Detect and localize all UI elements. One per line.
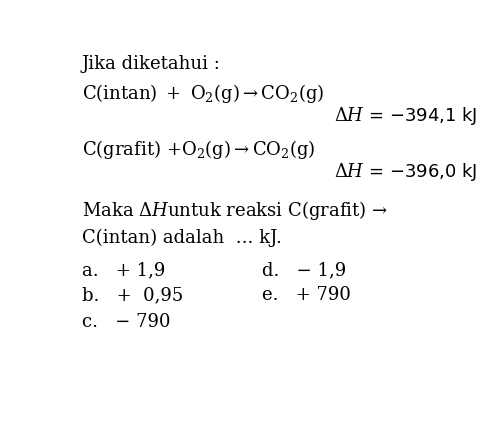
Text: $\rm C(grafit)\ {+}O_2(g){\rightarrow}CO_2(g)$: $\rm C(grafit)\ {+}O_2(g){\rightarrow}CO… bbox=[82, 138, 315, 161]
Text: c.   − 790: c. − 790 bbox=[82, 312, 170, 330]
Text: C(intan) adalah  ... kJ.: C(intan) adalah ... kJ. bbox=[82, 228, 281, 247]
Text: e.   + 790: e. + 790 bbox=[262, 286, 350, 304]
Text: a.   + 1,9: a. + 1,9 bbox=[82, 262, 165, 279]
Text: b.   +  0,95: b. + 0,95 bbox=[82, 286, 183, 304]
Text: $\rm C(intan)\ +\ O_2(g){\rightarrow}CO_2(g)$: $\rm C(intan)\ +\ O_2(g){\rightarrow}CO_… bbox=[82, 82, 324, 105]
Text: Maka $\Delta \mathit{H}$untuk reaksi C(grafit) →: Maka $\Delta \mathit{H}$untuk reaksi C(g… bbox=[82, 199, 387, 222]
Text: $\Delta \mathit{H}$ = −394,1 kJ: $\Delta \mathit{H}$ = −394,1 kJ bbox=[333, 104, 476, 127]
Text: $\Delta \mathit{H}$ = −396,0 kJ: $\Delta \mathit{H}$ = −396,0 kJ bbox=[333, 160, 476, 183]
Text: d.   − 1,9: d. − 1,9 bbox=[262, 262, 346, 279]
Text: Jika diketahui :: Jika diketahui : bbox=[82, 56, 221, 74]
